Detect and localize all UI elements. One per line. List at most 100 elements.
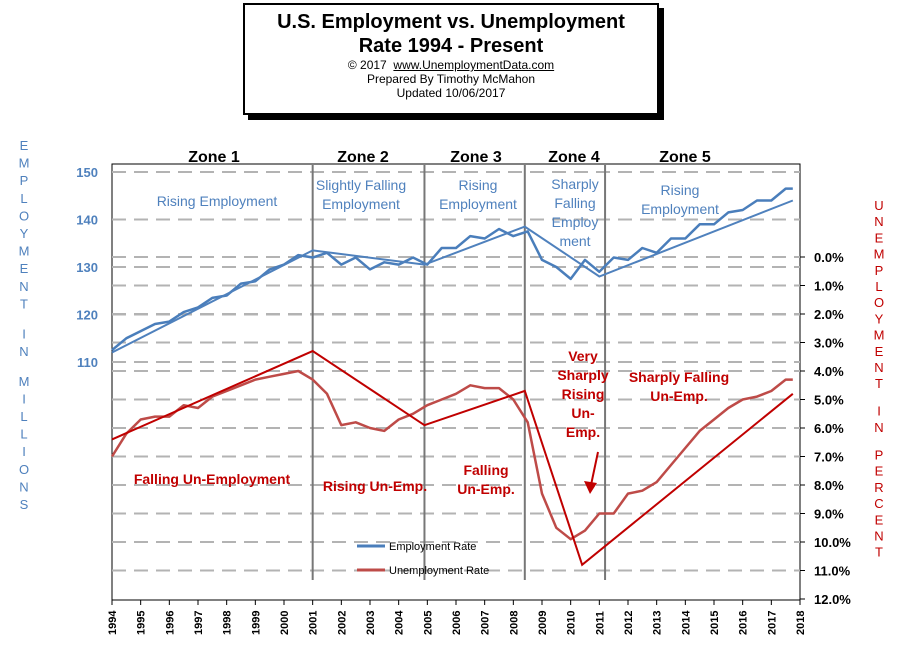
left-axis-title-letter: M	[19, 374, 30, 389]
right-axis-title-letter: M	[874, 328, 885, 343]
x-tick-label: 2000	[279, 611, 291, 635]
right-axis-title-letter: N	[874, 214, 883, 229]
legend-label-unemployment: Unemployment Rate	[389, 565, 489, 577]
left-tick-label: 120	[76, 308, 98, 323]
unemployment-series-line	[110, 369, 793, 541]
right-tick-label: 9.0%	[814, 507, 844, 522]
right-tick-label: 4.0%	[814, 364, 844, 379]
x-tick-label: 2010	[566, 611, 578, 635]
left-axis-title-letter: Y	[20, 226, 29, 241]
x-tick-label: 2001	[308, 611, 320, 635]
left-axis-title-letter: M	[19, 244, 30, 259]
right-axis-title-letter: C	[874, 496, 883, 511]
x-tick-label: 1995	[136, 611, 148, 635]
chart-title-line1: U.S. Employment vs. Unemployment	[277, 11, 625, 33]
zone-unemployment-note: Un-	[571, 405, 595, 421]
right-tick-label: 5.0%	[814, 393, 844, 408]
left-axis-title-letter: N	[19, 479, 28, 494]
right-axis-title-letter: N	[874, 528, 883, 543]
zone-unemployment-note: Emp.	[566, 424, 600, 440]
left-axis-title-letter: I	[22, 326, 26, 341]
right-axis-title-letter: P	[875, 447, 884, 462]
left-axis-title-letter: M	[19, 156, 30, 171]
x-tick-label: 1999	[250, 611, 262, 635]
zone-employment-note: Rising Employment	[157, 193, 278, 209]
right-axis-title-letter: U	[874, 198, 883, 213]
right-axis-title-letter: I	[877, 404, 881, 419]
right-axis-title-letter: P	[875, 263, 884, 278]
left-axis-title-letter: O	[19, 208, 29, 223]
zone-unemployment-note: Falling Un-Employment	[134, 471, 291, 487]
x-tick-label: 2016	[738, 611, 750, 635]
zone-employment-note: Sharply	[551, 176, 598, 192]
source-link[interactable]: www.UnemploymentData.com	[393, 58, 555, 72]
zone-unemployment-note: Rising	[562, 386, 605, 402]
left-axis-title-letter: L	[20, 427, 27, 442]
zone-employment-note: ment	[559, 233, 590, 249]
right-tick-label: 1.0%	[814, 279, 844, 294]
right-axis-title-letter: T	[875, 545, 883, 560]
left-tick-label: 130	[76, 260, 98, 275]
right-tick-label: 7.0%	[814, 450, 844, 465]
x-tick-label: 2011	[594, 611, 606, 635]
legend-label-employment: Employment Rate	[389, 541, 476, 553]
left-tick-label: 150	[76, 165, 98, 180]
right-tick-label: 11.0%	[814, 564, 851, 579]
right-tick-label: 12.0%	[814, 592, 851, 607]
zone-label: Zone 4	[548, 149, 600, 166]
right-axis-title-letter: N	[874, 420, 883, 435]
left-axis-title-letter: E	[20, 138, 29, 153]
x-tick-label: 1994	[107, 610, 119, 635]
left-tick-label: 140	[76, 213, 98, 228]
zone-employment-note: Employment	[322, 196, 400, 212]
x-tick-label: 2008	[508, 611, 520, 635]
left-axis-title-letter: I	[22, 444, 26, 459]
left-axis-title-letter: L	[20, 409, 27, 424]
x-tick-label: 1998	[222, 611, 234, 635]
left-axis-title-letter: N	[19, 344, 28, 359]
title-box: U.S. Employment vs. Unemployment Rate 19…	[243, 3, 659, 115]
x-tick-label: 2002	[336, 611, 348, 635]
right-axis-title-letter: E	[875, 344, 884, 359]
left-tick-label: 110	[77, 355, 98, 370]
zone-employment-note: Rising	[661, 182, 700, 198]
x-tick-label: 2014	[680, 610, 692, 635]
chart-title-line2: Rate 1994 - Present	[358, 35, 544, 57]
left-axis-title-letter: E	[20, 261, 29, 276]
employment-trend-line	[111, 199, 794, 354]
left-axis-title-letter: N	[19, 279, 28, 294]
employment-series-line	[111, 187, 793, 352]
arrow-head-icon	[584, 481, 597, 494]
updated-text: Updated 10/06/2017	[396, 86, 506, 100]
x-tick-label: 2013	[652, 611, 664, 635]
right-tick-label: 2.0%	[814, 307, 844, 322]
zone-unemployment-note: Sharply Falling	[629, 369, 729, 385]
unemployment-trend-line	[111, 349, 794, 567]
right-axis-title-letter: N	[874, 360, 883, 375]
zone-label: Zone 5	[659, 149, 711, 166]
zone-unemployment-note: Falling	[463, 462, 508, 478]
left-axis-title-letter: L	[20, 191, 27, 206]
zone-label: Zone 1	[188, 149, 240, 166]
right-tick-label: 10.0%	[814, 535, 851, 550]
right-axis-title-letter: Y	[875, 311, 884, 326]
x-tick-label: 2009	[537, 611, 549, 635]
right-axis-title-letter: E	[875, 464, 884, 479]
zone-unemployment-note: Un-Emp.	[457, 481, 515, 497]
right-tick-label: 0.0%	[814, 250, 844, 265]
zone-employment-note: Slightly Falling	[316, 177, 406, 193]
right-axis-title-letter: E	[875, 230, 884, 245]
x-tick-label: 2003	[365, 611, 377, 635]
left-axis-title-letter: P	[20, 173, 29, 188]
x-tick-label: 1996	[164, 611, 176, 635]
x-tick-label: 2004	[394, 610, 406, 635]
zone-employment-note: Employment	[641, 201, 719, 217]
zone-employment-note: Falling	[554, 195, 595, 211]
left-axis-title-letter: O	[19, 462, 29, 477]
right-axis-title-letter: M	[874, 247, 885, 262]
left-axis-title-letter: T	[20, 296, 28, 311]
copyright-text: © 2017	[347, 58, 387, 72]
zone-employment-note: Employ	[552, 214, 599, 230]
